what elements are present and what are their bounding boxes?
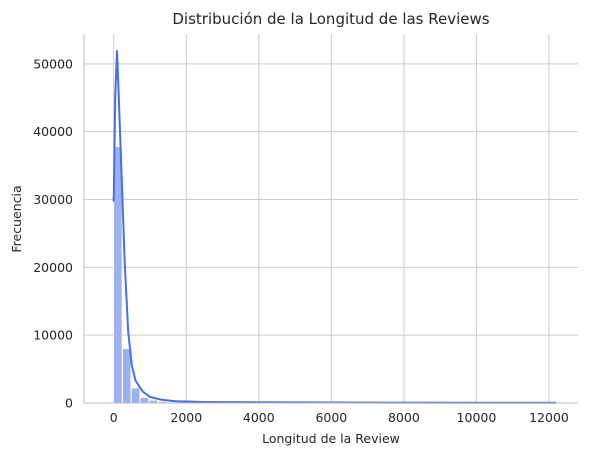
x-tick-label: 0: [110, 410, 118, 425]
x-tick-label: 6000: [315, 410, 347, 425]
histogram-bar: [139, 397, 149, 404]
x-tick-label: 8000: [388, 410, 420, 425]
x-axis-label: Longitud de la Review: [262, 431, 400, 446]
x-tick-labels: 0 2000 4000 6000 8000 10000 12000: [110, 410, 569, 425]
y-tick-label: 20000: [33, 260, 73, 275]
y-tick-label: 0: [65, 396, 73, 411]
y-tick-label: 40000: [33, 124, 73, 139]
histogram-bar: [122, 348, 132, 404]
bars-layer: [113, 146, 176, 404]
histogram-bar: [113, 146, 123, 404]
chart-title: Distribución de la Longitud de las Revie…: [172, 10, 489, 28]
y-tick-label: 50000: [33, 56, 73, 71]
x-tick-label: 12000: [529, 410, 569, 425]
y-tick-label: 10000: [33, 328, 73, 343]
histogram-bar: [131, 387, 140, 404]
y-axis-label: Frecuencia: [9, 185, 24, 252]
y-tick-label: 30000: [33, 192, 73, 207]
grid-layer: [84, 34, 578, 404]
y-tick-labels: 0 10000 20000 30000 40000 50000: [33, 56, 73, 410]
kde-curve: [112, 50, 557, 404]
x-tick-label: 4000: [243, 410, 275, 425]
x-tick-label: 2000: [170, 410, 202, 425]
x-tick-label: 10000: [457, 410, 497, 425]
